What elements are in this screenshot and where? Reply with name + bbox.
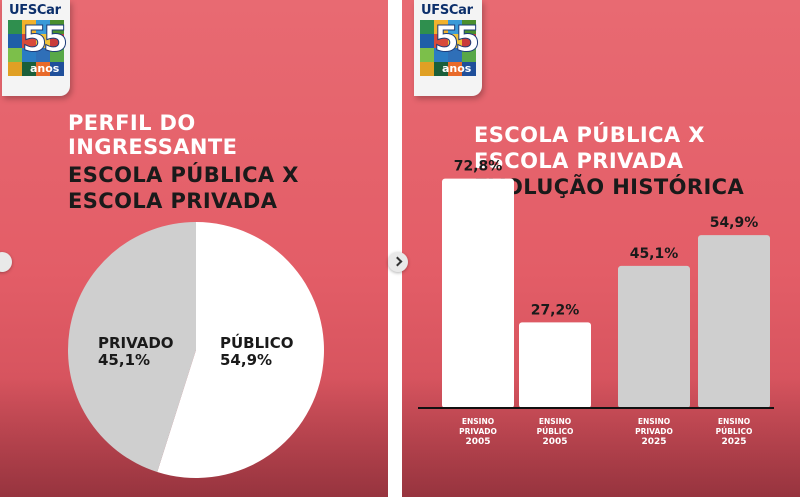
bar-category-label: PÚBLICO (537, 427, 574, 436)
bar-category-label: PRIVADO (459, 427, 497, 436)
title-line-1: PERFIL DO (68, 111, 196, 135)
bar-category-label: 2005 (465, 437, 490, 447)
chevron-right-icon (392, 256, 403, 267)
left-panel: UFSCar 55 anos PERFIL DO INGRESSANTE ESC… (0, 0, 388, 497)
title-line-3: ESCOLA PÚBLICA X (68, 163, 299, 187)
pie-slice-public (157, 222, 325, 478)
bar-category-label: PRIVADO (635, 427, 673, 436)
bar (519, 322, 591, 408)
bar-category-label: ENSINO (718, 417, 750, 426)
pie-value-public: 54,9% (220, 351, 272, 369)
bar-category-label: 2025 (641, 437, 666, 447)
bar-value-label: 54,9% (710, 215, 759, 231)
pie-slice-private (68, 222, 196, 472)
ufscar-logo: UFSCar 55 anos (2, 0, 70, 96)
logo-number: 55 (433, 19, 480, 60)
title-line-4: ESCOLA PRIVADA (68, 189, 278, 213)
title-line-2: INGRESSANTE (68, 135, 238, 159)
title-line-3: EVOLUÇÃO HISTÓRICA (474, 175, 745, 199)
bar-category-label: 2025 (721, 437, 746, 447)
bar-category-label: PÚBLICO (716, 427, 753, 436)
logo-sub: anos (442, 62, 472, 75)
bar-value-label: 27,2% (531, 302, 580, 318)
pie-label-private: PRIVADO (98, 334, 174, 352)
bar-category-label: ENSINO (462, 417, 494, 426)
next-slide-button[interactable] (388, 252, 408, 272)
title-line-2: ESCOLA PRIVADA (474, 149, 684, 173)
bar-category-label: ENSINO (638, 417, 670, 426)
bar (618, 265, 690, 408)
pie-label-public: PÚBLICO (220, 333, 294, 352)
logo-text: UFSCar (421, 3, 473, 18)
bar-value-label: 72,8% (454, 159, 503, 175)
bar (442, 178, 514, 408)
logo-sub: anos (30, 62, 60, 75)
bar-value-label: 45,1% (630, 246, 679, 262)
logo-number: 55 (21, 19, 68, 60)
bar-category-label: ENSINO (539, 417, 571, 426)
ufscar-logo: UFSCar 55 anos (414, 0, 482, 96)
bar-category-label: 2005 (542, 437, 567, 447)
logo-mosaic-icon (8, 20, 64, 76)
bar-chart: 72,8%ENSINOPRIVADO200527,2%ENSINOPÚBLICO… (418, 159, 774, 447)
title-line-1: ESCOLA PÚBLICA X (474, 123, 705, 147)
prev-slide-button[interactable] (0, 252, 12, 272)
pie-value-private: 45,1% (98, 351, 150, 369)
right-panel: UFSCar 55 anos ESCOLA PÚBLICA X ESCOLA P… (402, 0, 800, 497)
bar (698, 235, 770, 408)
logo-mosaic-icon (420, 20, 476, 76)
logo-text: UFSCar (9, 3, 61, 18)
